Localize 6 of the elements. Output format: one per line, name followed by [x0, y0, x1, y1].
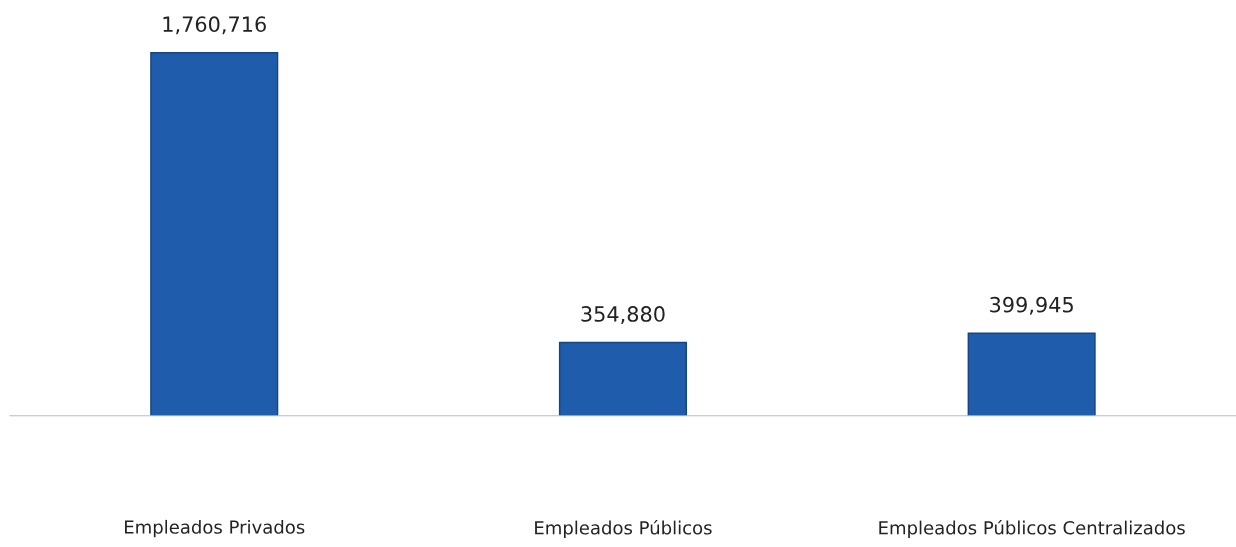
x-tick-label: Empleados Públicos: [535, 519, 712, 539]
data-label: 354,880: [581, 306, 665, 324]
x-tick-label: Empleados Públicos Centralizados: [879, 519, 1185, 539]
data-label: 399,945: [990, 296, 1073, 315]
x-tick-label: Empleados Privados: [125, 519, 305, 538]
data-label: 1,760,716: [163, 16, 266, 35]
